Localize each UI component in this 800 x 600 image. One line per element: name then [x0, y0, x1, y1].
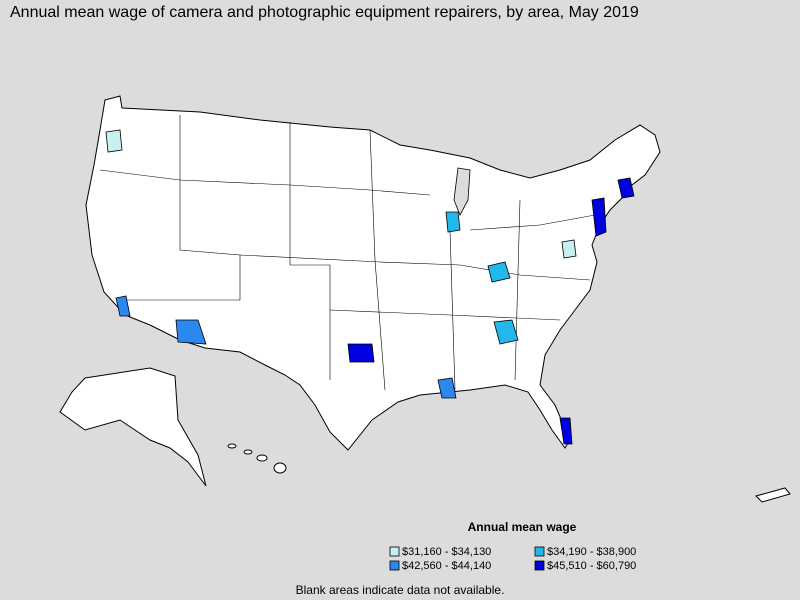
area-boston — [617, 177, 635, 199]
area-cincinnati — [487, 261, 511, 283]
map-title: Annual mean wage of camera and photograp… — [10, 4, 639, 21]
us-mainland — [85, 95, 661, 451]
area-miami — [559, 417, 573, 445]
legend-title: Annual mean wage — [468, 520, 577, 534]
alaska — [59, 367, 207, 487]
area-los-angeles — [115, 295, 131, 317]
area-washington-dc — [561, 239, 577, 259]
hawaii — [243, 449, 253, 455]
state-lines — [99, 169, 431, 196]
area-new-york — [591, 197, 607, 237]
lake-michigan — [453, 167, 471, 216]
area-phoenix — [175, 319, 207, 345]
state-lines — [369, 129, 386, 391]
legend-label: $34,190 - $38,900 — [547, 546, 636, 558]
area-chicago — [445, 211, 461, 233]
state-lines — [514, 199, 521, 381]
state-lines — [329, 309, 561, 321]
hawaii — [256, 454, 268, 462]
state-lines — [239, 254, 591, 281]
legend: $31,160 - $34,130 $34,190 - $38,900 $42,56… — [389, 546, 636, 572]
legend-label: $45,510 - $60,790 — [547, 560, 636, 572]
area-portland — [105, 129, 123, 153]
legend-swatch — [389, 546, 400, 557]
legend-swatch — [534, 546, 545, 557]
state-lines — [289, 122, 331, 380]
map — [59, 95, 791, 503]
hawaii — [227, 443, 237, 449]
area-dallas — [347, 343, 375, 363]
legend-swatch — [389, 560, 400, 571]
legend-label: $31,160 - $34,130 — [402, 546, 491, 558]
hawaii — [273, 462, 287, 474]
legend-swatch — [534, 560, 545, 571]
legend-label: $42,560 - $44,140 — [402, 560, 491, 572]
footnote: Blank areas indicate data not available. — [296, 583, 505, 597]
state-lines — [449, 229, 456, 391]
area-new-orleans — [437, 377, 457, 399]
puerto-rico — [755, 487, 791, 503]
state-lines — [469, 214, 596, 231]
area-atlanta — [493, 319, 519, 345]
